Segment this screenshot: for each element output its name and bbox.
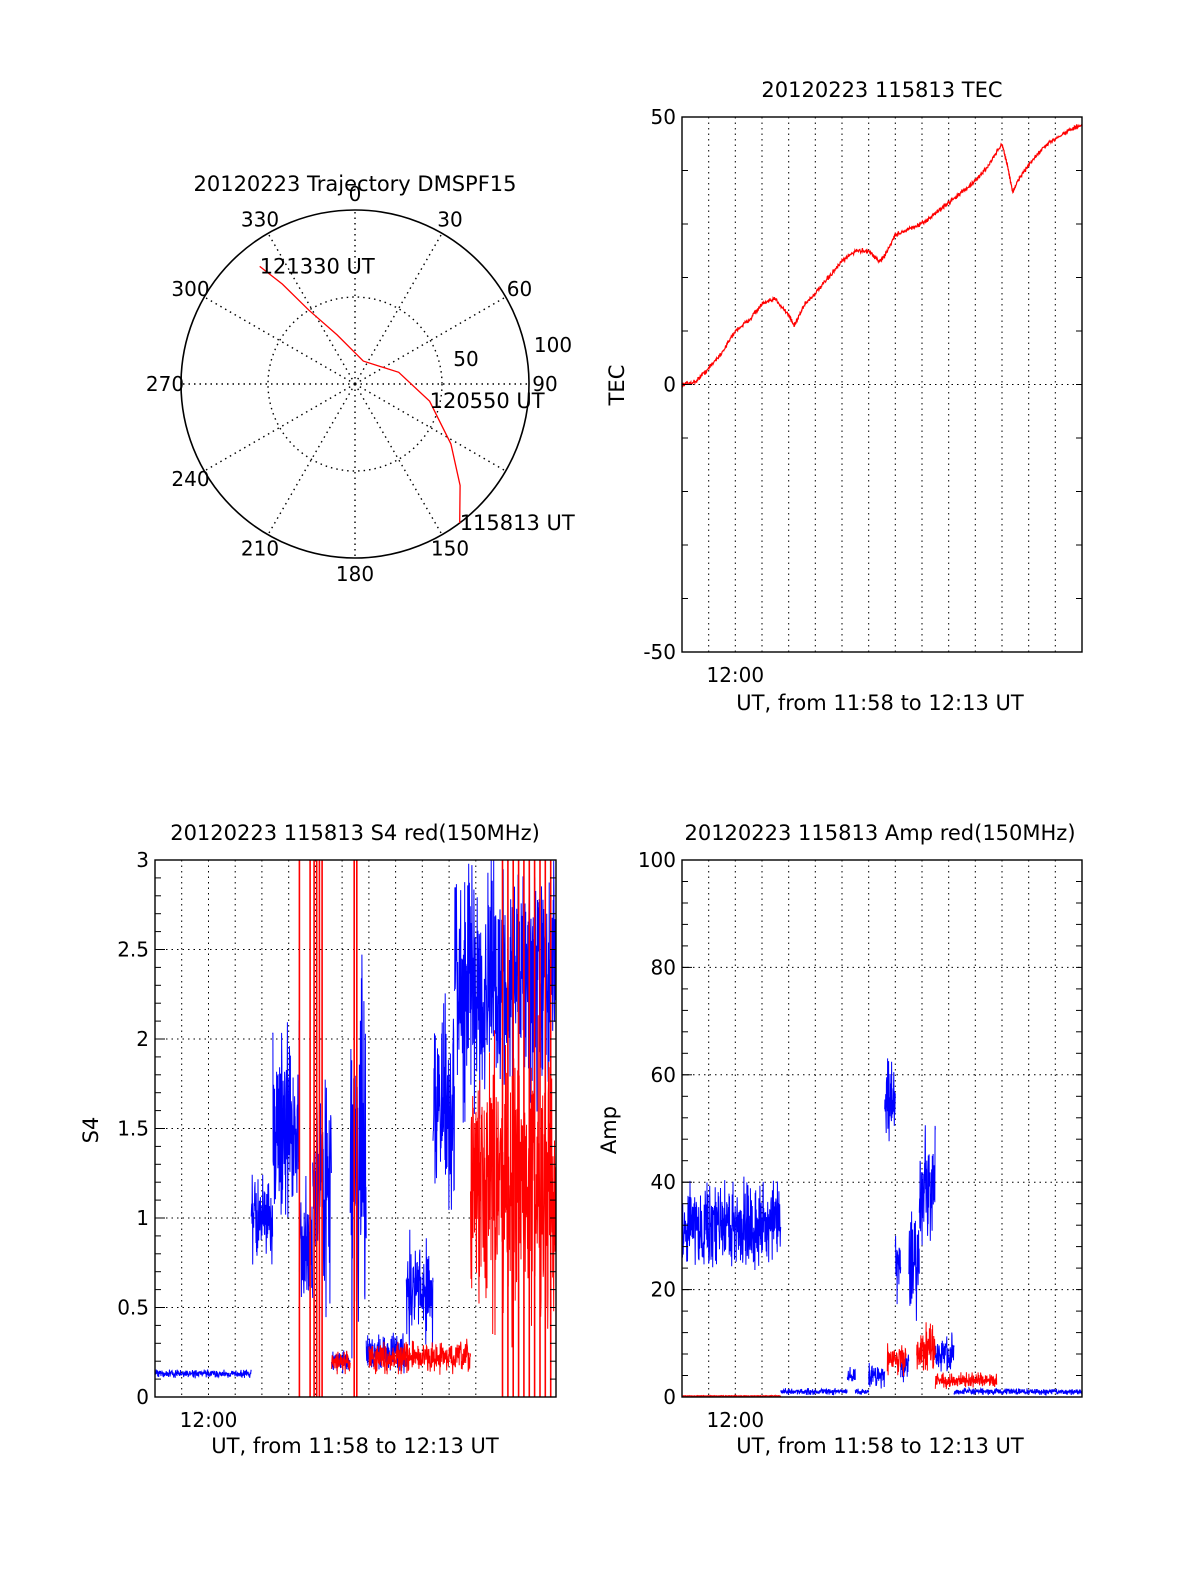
tec-series	[681, 123, 1083, 388]
tec-y-tick-label: 0	[663, 373, 676, 397]
s4-panel: 20120223 115813 S4 red(150MHz) 0 0.5 1 1.5 2…	[79, 821, 557, 1458]
polar-trajectory-series	[259, 265, 461, 524]
s4-series-segment	[250, 1174, 274, 1265]
amp-title: 20120223 115813 Amp red(150MHz)	[684, 821, 1075, 845]
amp-y-tick-label: 40	[651, 1170, 676, 1194]
polar-trajectory-line	[259, 265, 461, 524]
s4-y-tick-label: 1.5	[117, 1117, 149, 1141]
s4-title: 20120223 115813 S4 red(150MHz)	[170, 821, 540, 845]
polar-azimuth-label: 300	[171, 277, 209, 301]
amp-y-tick-label: 20	[651, 1278, 676, 1302]
polar-azimuth-label: 30	[437, 208, 462, 232]
polar-azimuth-label: 90	[532, 372, 557, 396]
s4-axes: 0 0.5 1 1.5 2 2.5 3 12:00	[117, 848, 557, 1432]
tec-grid	[682, 117, 1082, 652]
s4-series-segment	[405, 1229, 434, 1347]
amp-series-segment	[918, 1125, 936, 1246]
amp-x-axis-label: UT, from 11:58 to 12:13 UT	[736, 1434, 1024, 1458]
tec-panel: 20120223 115813 TEC -50 0 50 12:00 UT, from…	[605, 78, 1083, 715]
amp-series-segment	[780, 1387, 848, 1396]
polar-radial-label: 50	[453, 347, 478, 371]
s4-series-segment	[272, 1020, 300, 1218]
polar-center	[353, 382, 357, 386]
amp-axes: 0 20 40 60 80 100 12:00	[638, 848, 1083, 1432]
amp-series-segment	[854, 1388, 870, 1395]
polar-annotation: 121330 UT	[260, 254, 375, 278]
polar-trajectory-panel: 20120223 Trajectory DMSPF15 0 30 60 90 150 18…	[146, 172, 575, 586]
tec-y-axis-label: TEC	[605, 365, 629, 407]
amp-x-tick-label: 12:00	[706, 1408, 764, 1432]
polar-azimuth-label: 240	[171, 467, 209, 491]
tec-y-tick-label: 50	[651, 105, 676, 129]
polar-azimuth-label: 210	[241, 537, 279, 561]
s4-series-segment	[330, 1350, 351, 1375]
polar-grid	[180, 209, 530, 559]
amp-y-tick-label: 100	[638, 848, 676, 872]
amp-series-segment	[934, 1332, 955, 1372]
s4-series-segment	[154, 1369, 252, 1379]
amp-y-tick-label: 60	[651, 1063, 676, 1087]
amp-series-segment	[868, 1362, 886, 1389]
polar-azimuth-label: 270	[146, 372, 184, 396]
s4-y-tick-label: 0.5	[117, 1296, 149, 1320]
amp-series-segment	[681, 1176, 782, 1271]
s4-y-tick-label: 0	[136, 1385, 149, 1409]
polar-title: 20120223 Trajectory DMSPF15	[193, 172, 516, 196]
s4-series-segment	[432, 993, 455, 1210]
s4-x-axis-label: UT, from 11:58 to 12:13 UT	[211, 1434, 499, 1458]
s4-series-segment	[368, 1338, 471, 1375]
s4-y-axis-label: S4	[79, 1117, 103, 1144]
polar-ring-outer	[180, 209, 530, 559]
amp-series-segment	[846, 1366, 856, 1382]
s4-y-tick-label: 2	[136, 1027, 149, 1051]
amp-y-tick-label: 0	[663, 1385, 676, 1409]
tec-y-tick-label: -50	[643, 640, 676, 664]
amp-series	[681, 1058, 1083, 1398]
polar-annotation: 115813 UT	[460, 511, 575, 535]
amp-panel: 20120223 115813 Amp red(150MHz) 0 20 40 60 8…	[597, 821, 1083, 1458]
tec-x-axis-label: UT, from 11:58 to 12:13 UT	[736, 691, 1024, 715]
polar-radial-label: 100	[534, 333, 572, 357]
amp-series-segment	[934, 1372, 998, 1390]
amp-series-segment	[916, 1322, 936, 1371]
amp-grid	[682, 860, 1082, 1397]
amp-series-segment	[908, 1211, 920, 1321]
s4-series-segment	[349, 954, 367, 1359]
tec-series-line	[681, 123, 1083, 388]
polar-azimuth-label: 150	[431, 537, 469, 561]
s4-y-tick-label: 3	[136, 848, 149, 872]
s4-series	[154, 859, 557, 1397]
amp-series-segment	[681, 1394, 782, 1398]
s4-x-tick-label: 12:00	[180, 1408, 238, 1432]
amp-series-segment	[884, 1058, 896, 1142]
polar-ring-inner	[267, 296, 443, 472]
tec-axes: -50 0 50 12:00	[643, 105, 1083, 687]
polar-annotation: 120550 UT	[430, 389, 545, 413]
amp-series-segment	[894, 1235, 902, 1305]
polar-azimuth-label: 180	[336, 562, 374, 586]
s4-y-tick-label: 2.5	[117, 938, 149, 962]
tec-title: 20120223 115813 TEC	[761, 78, 1002, 102]
amp-frame	[681, 859, 1083, 1398]
polar-azimuth-label: 330	[241, 208, 279, 232]
amp-series-segment	[953, 1386, 1083, 1396]
polar-azimuth-label: 60	[507, 277, 532, 301]
polar-labels: 0 30 60 90 150 180 210 240 270 300 330 50 100 121330 …	[146, 182, 575, 586]
amp-y-tick-label: 80	[651, 955, 676, 979]
polar-azimuth-label: 0	[349, 182, 362, 206]
s4-series-segment	[453, 859, 557, 1123]
amp-series-segment	[886, 1343, 907, 1377]
tec-x-tick-label: 12:00	[706, 663, 764, 687]
amp-y-axis-label: Amp	[597, 1106, 621, 1154]
s4-y-tick-label: 1	[136, 1206, 149, 1230]
